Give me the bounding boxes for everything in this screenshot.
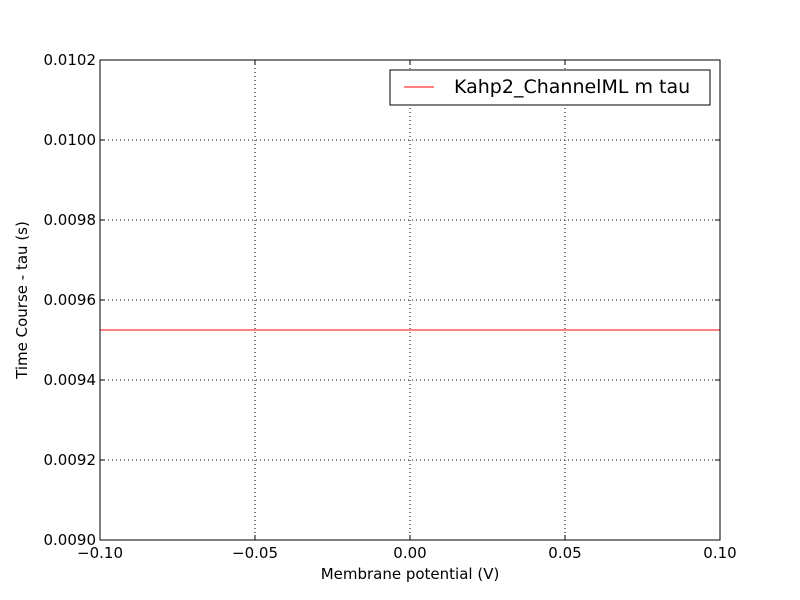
legend-label: Kahp2_ChannelML m tau [454, 76, 690, 98]
y-tick-label: 0.0098 [44, 211, 97, 229]
x-tick-label: 0.10 [703, 544, 736, 562]
x-axis: −0.10 −0.05 0.00 0.05 0.10 [77, 60, 737, 562]
y-axis-label: Time Course - tau (s) [13, 221, 31, 380]
y-tick-label: 0.0090 [44, 531, 97, 549]
legend: Kahp2_ChannelML m tau [389, 69, 711, 106]
x-tick-label: −0.05 [232, 544, 278, 562]
x-tick-label: −0.10 [77, 544, 123, 562]
x-axis-label: Membrane potential (V) [321, 565, 500, 583]
y-tick-label: 0.0100 [44, 131, 97, 149]
y-axis: 0.0090 0.0092 0.0094 0.0096 0.0098 0.0100 0.01… [44, 51, 720, 549]
x-tick-label: 0.05 [548, 544, 581, 562]
y-tick-label: 0.0092 [44, 451, 97, 469]
legend-box [389, 69, 711, 106]
y-tick-label: 0.0094 [44, 371, 97, 389]
x-tick-label: 0.00 [393, 544, 426, 562]
y-tick-label: 0.0096 [44, 291, 97, 309]
y-tick-label: 0.0102 [44, 51, 97, 69]
